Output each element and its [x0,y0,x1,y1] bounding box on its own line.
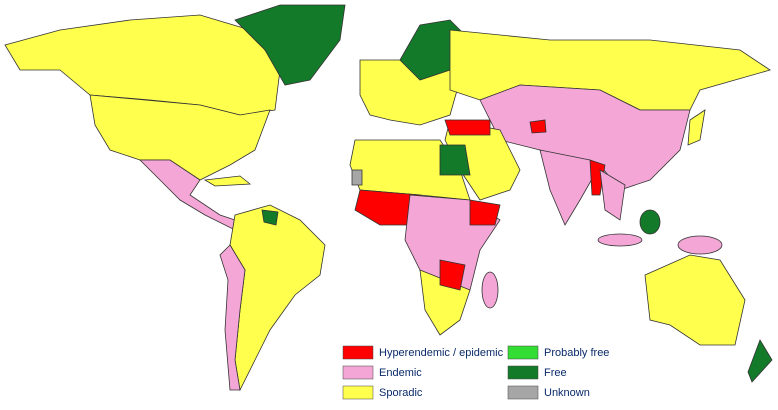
western-sahara [351,169,363,186]
legend-swatch [507,385,539,400]
legend: Hyperendemic / epidemic Endemic Sporadic Pr… [342,345,609,400]
new-zealand [747,339,773,383]
andes-countries [219,244,246,391]
caribbean [203,175,252,187]
usa [89,94,271,181]
legend-label: Sporadic [379,387,423,399]
legend-swatch [507,345,539,360]
greenland [234,4,346,86]
legend-label: Probably free [544,347,609,359]
legend-label: Endemic [379,367,422,379]
madagascar [481,271,499,309]
japan [687,109,706,146]
turkey [444,119,491,136]
central-asia-outbreak [529,119,547,134]
legend-label: Unknown [544,387,590,399]
egypt [439,144,471,176]
legend-swatch [342,365,374,380]
ethiopia [469,199,501,226]
zambia-zimbabwe [439,259,466,291]
legend-swatch [342,345,374,360]
myanmar [589,159,606,196]
legend-swatch [507,365,539,380]
legend-swatch [342,385,374,400]
southeast-asia [599,169,626,221]
guianas [261,209,279,226]
legend-label: Hyperendemic / epidemic [379,347,504,359]
australia [644,254,746,346]
borneo [639,209,661,235]
new-guinea [677,235,723,255]
legend-label: Free [544,367,567,379]
map [4,4,773,392]
west-africa [354,189,421,226]
indonesia [597,233,643,247]
